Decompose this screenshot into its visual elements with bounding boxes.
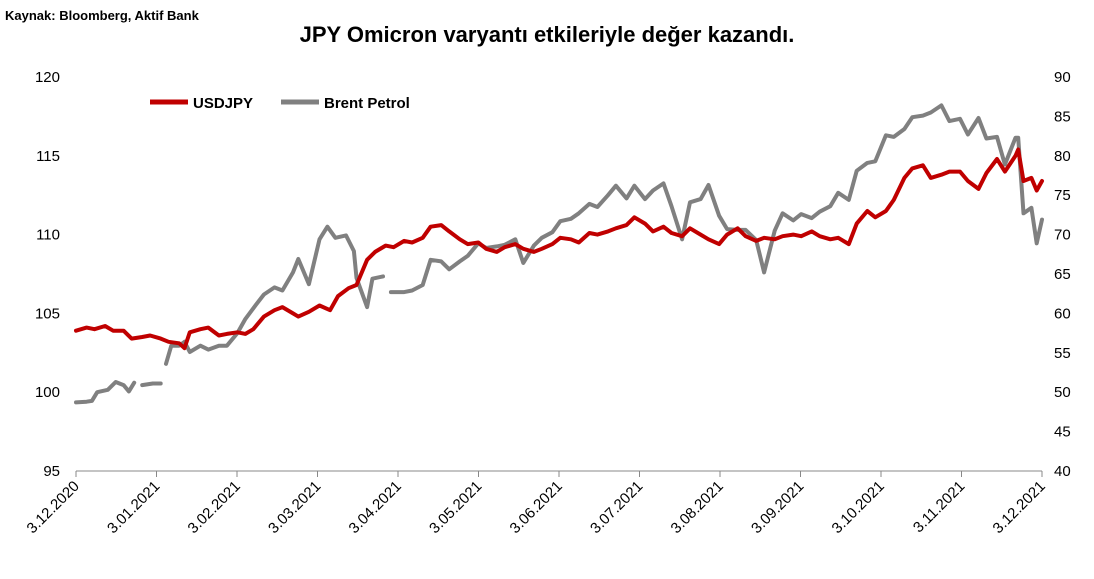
axes: 95 100 105 110 115 120 40 45 50 55 60 65 70 75 80 85 90 3…: [24, 69, 1071, 537]
legend-label-brent: Brent Petrol: [324, 95, 410, 112]
y-right-tick-label: 40: [1054, 463, 1071, 480]
x-tick-label: 3.05.2021: [426, 478, 485, 537]
legend: USDJPY Brent Petrol: [150, 95, 410, 112]
x-tick-label: 3.04.2021: [346, 478, 405, 537]
chart-title: JPY Omicron varyantı etkileriyle değer k…: [299, 22, 795, 47]
series-line-brent-petrol: [164, 224, 385, 366]
y-right-tick-label: 45: [1054, 424, 1071, 441]
y-left-tick-label: 95: [43, 463, 60, 480]
y-left-tick-label: 110: [36, 227, 60, 244]
series-lines: [74, 103, 1044, 405]
x-tick-label: 3.12.2021: [990, 478, 1049, 537]
y-right-tick-label: 50: [1054, 384, 1071, 401]
y-left-tick-label: 105: [35, 305, 60, 322]
x-tick-label: 3.10.2021: [829, 478, 888, 537]
x-tick-label: 3.02.2021: [185, 478, 244, 537]
y-left-tick-label: 120: [35, 69, 60, 86]
y-right-tick-label: 65: [1054, 266, 1071, 283]
y-right-tick-label: 80: [1054, 148, 1071, 165]
y-left-tick-label: 115: [36, 148, 60, 165]
y-right-tick-label: 55: [1054, 345, 1071, 362]
x-tick-label: 3.01.2021: [104, 478, 163, 537]
series-line-brent-petrol: [140, 381, 163, 388]
x-tick-label: 3.06.2021: [507, 478, 566, 537]
series-line-usdjpy: [74, 147, 1044, 351]
y-right-tick-label: 85: [1054, 108, 1071, 125]
x-tick-label: 3.08.2021: [668, 478, 727, 537]
y-right-tick-label: 60: [1054, 305, 1071, 322]
series-line-brent-petrol: [74, 380, 137, 405]
x-tick-label: 3.03.2021: [265, 478, 324, 537]
y-left-tick-label: 100: [35, 384, 60, 401]
x-tick-label: 3.12.2020: [24, 478, 83, 537]
series-line-brent-petrol: [388, 103, 1044, 295]
legend-label-usdjpy: USDJPY: [193, 95, 253, 112]
source-note: Kaynak: Bloomberg, Aktif Bank: [5, 8, 199, 23]
x-tick-label: 3.07.2021: [587, 478, 646, 537]
y-right-tick-label: 90: [1054, 69, 1071, 86]
x-tick-label: 3.11.2021: [910, 478, 968, 536]
y-right-tick-label: 70: [1054, 227, 1071, 244]
x-tick-label: 3.09.2021: [748, 478, 807, 537]
y-right-tick-label: 75: [1054, 187, 1071, 204]
